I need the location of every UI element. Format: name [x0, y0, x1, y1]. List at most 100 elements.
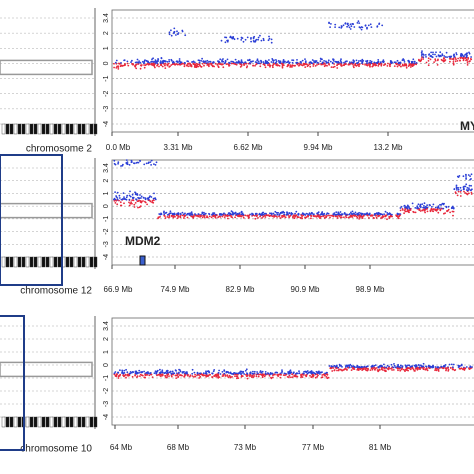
probe-dot [303, 374, 305, 376]
probe-dot [283, 211, 286, 214]
probe-dot [420, 58, 423, 61]
probe-dot [279, 217, 282, 219]
probe-dot [287, 376, 290, 378]
probe-dot [218, 369, 221, 372]
probe-dot [288, 216, 291, 219]
probe-dot [160, 57, 163, 59]
probe-dot [143, 376, 146, 379]
probe-dot [369, 23, 372, 26]
probe-dot [260, 213, 263, 216]
probe-dot [421, 203, 424, 206]
probe-dot [262, 374, 264, 377]
probe-dot [175, 374, 178, 377]
probe-dot [231, 216, 234, 219]
probe-dot [223, 216, 226, 219]
probe-dot [325, 371, 328, 374]
probe-dot [415, 364, 417, 366]
probe-dot [166, 373, 169, 376]
probe-dot [309, 374, 311, 377]
probe-dot [403, 212, 405, 215]
probe-dot [303, 371, 305, 373]
probe-dot [213, 212, 216, 215]
probe-dot [350, 365, 353, 367]
probe-dot [432, 51, 434, 54]
probe-dot [159, 368, 161, 371]
probe-dot [176, 63, 179, 66]
probe-dot [346, 22, 349, 25]
probe-dot [405, 65, 408, 67]
probe-dot [233, 63, 236, 65]
probe-dot [192, 216, 195, 219]
probe-dot [201, 212, 204, 215]
probe-dot [282, 210, 284, 213]
chromosome-band [17, 123, 22, 135]
probe-dot [400, 65, 402, 68]
probe-dot [227, 63, 230, 66]
probe-dot [396, 59, 399, 62]
probe-dot [136, 193, 139, 195]
probe-dot [215, 375, 218, 378]
probe-dot [371, 214, 374, 217]
probe-dot [139, 194, 141, 196]
probe-dot [210, 216, 213, 219]
y-tick-label: -3 [103, 241, 110, 247]
probe-dot [249, 372, 252, 375]
probe-dot [125, 196, 128, 199]
probe-dot [175, 60, 178, 63]
probe-dot [248, 59, 251, 62]
probe-dot [223, 370, 226, 372]
probe-dot [325, 376, 328, 378]
probe-dot [230, 60, 233, 63]
probe-dot [319, 373, 321, 375]
probe-dot [116, 65, 118, 68]
chromosome-band [21, 123, 26, 135]
probe-dot [471, 366, 473, 368]
probe-dot [341, 213, 344, 216]
probe-dot [350, 25, 353, 28]
chromosome-label: chromosome 10 [20, 444, 92, 455]
probe-dot [465, 178, 467, 180]
probe-dot [240, 65, 243, 67]
probe-dot [462, 187, 465, 190]
probe-dot [406, 207, 409, 210]
probe-dot [470, 191, 473, 194]
probe-dot [239, 370, 242, 373]
probe-dot [237, 377, 240, 379]
probe-dot [399, 209, 402, 212]
probe-dot [199, 375, 202, 378]
probe-dot [277, 64, 280, 67]
probe-dot [114, 371, 117, 373]
probe-dot [409, 66, 412, 68]
probe-dot [145, 372, 148, 374]
probe-dot [133, 162, 136, 165]
probe-dot [140, 371, 142, 373]
y-tick-label: -4 [103, 254, 110, 260]
probe-dot [175, 34, 177, 36]
probe-dot [277, 59, 280, 62]
probe-dot [310, 214, 312, 217]
probe-dot [391, 215, 393, 218]
probe-dot [329, 26, 331, 28]
gene-marker [139, 255, 146, 266]
probe-dot [117, 371, 119, 374]
probe-dot [333, 65, 336, 68]
chromosome-band [65, 416, 70, 428]
probe-dot [352, 65, 355, 67]
probe-dot [113, 62, 115, 65]
probe-dot [271, 215, 274, 218]
probe-dot [140, 200, 143, 203]
probe-dot [364, 24, 367, 27]
probe-dot [298, 64, 301, 66]
probe-dot [408, 64, 411, 66]
probe-dot [164, 67, 167, 69]
probe-dot [137, 206, 139, 209]
probe-dot [346, 60, 348, 63]
probe-dot [170, 375, 173, 378]
probe-dot [232, 62, 235, 65]
probe-dot [353, 66, 355, 69]
plot-frame [111, 317, 474, 426]
x-tick-label: 68 Mb [167, 443, 190, 452]
probe-dot [314, 60, 317, 62]
probe-dot [420, 51, 423, 54]
probe-dot [414, 370, 416, 372]
